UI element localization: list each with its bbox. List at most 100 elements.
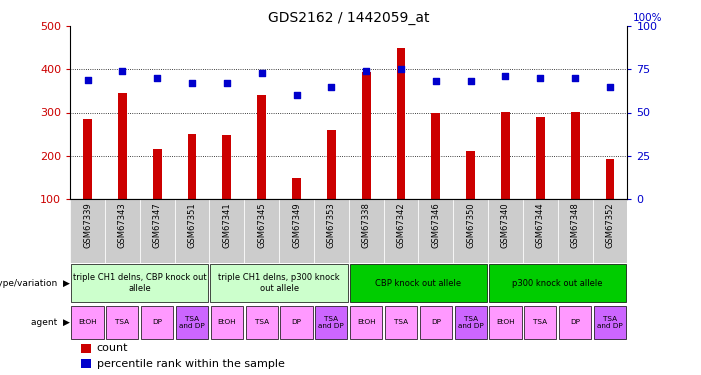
Text: GSM67352: GSM67352 [606, 202, 615, 248]
Bar [523, 199, 558, 262]
Text: DP: DP [570, 320, 580, 326]
Text: GSM67343: GSM67343 [118, 202, 127, 248]
Bar [594, 306, 626, 339]
Bar [349, 199, 383, 262]
Bar [383, 199, 418, 262]
Bar [292, 178, 301, 199]
Point [604, 84, 615, 90]
Bar [536, 117, 545, 199]
Bar [489, 306, 522, 339]
Bar [606, 159, 614, 199]
Text: GSM67342: GSM67342 [397, 202, 405, 248]
Point [82, 77, 93, 83]
Bar [420, 306, 452, 339]
Text: GSM67347: GSM67347 [153, 202, 162, 248]
Text: TSA: TSA [115, 320, 130, 326]
Bar [350, 306, 382, 339]
Bar [188, 134, 196, 199]
Bar [81, 344, 91, 352]
Text: GSM67344: GSM67344 [536, 202, 545, 248]
Bar [455, 306, 486, 339]
Point [465, 78, 476, 84]
Bar [314, 199, 349, 262]
Point [500, 73, 511, 79]
Text: 100%: 100% [633, 13, 662, 24]
Point [535, 75, 546, 81]
Point [360, 68, 372, 74]
Bar [244, 199, 279, 262]
Text: TSA
and DP: TSA and DP [597, 316, 623, 329]
Point [222, 80, 233, 86]
Point [186, 80, 198, 86]
Bar [385, 306, 417, 339]
Text: agent  ▶: agent ▶ [31, 318, 69, 327]
Bar [72, 306, 104, 339]
Bar [71, 264, 208, 302]
Text: count: count [97, 343, 128, 353]
Bar [524, 306, 557, 339]
Bar [418, 199, 454, 262]
Text: TSA
and DP: TSA and DP [318, 316, 344, 329]
Bar [327, 130, 336, 199]
Text: TSA
and DP: TSA and DP [179, 316, 205, 329]
Bar [350, 264, 487, 302]
Bar [315, 306, 348, 339]
Text: p300 knock out allele: p300 knock out allele [512, 279, 603, 288]
Bar [139, 199, 175, 262]
Point [291, 92, 302, 98]
Bar [280, 306, 313, 339]
Point [151, 75, 163, 81]
Text: genotype/variation  ▶: genotype/variation ▶ [0, 279, 69, 288]
Bar [592, 199, 627, 262]
Point [395, 66, 407, 72]
Bar [501, 112, 510, 199]
Text: GSM67349: GSM67349 [292, 202, 301, 248]
Bar [571, 112, 580, 199]
Bar [83, 119, 92, 199]
Bar [558, 199, 592, 262]
Text: GSM67351: GSM67351 [187, 202, 196, 248]
Point [117, 68, 128, 74]
Bar [432, 112, 440, 199]
Text: GSM67348: GSM67348 [571, 202, 580, 248]
Bar [211, 306, 243, 339]
Text: DP: DP [292, 320, 301, 326]
Text: DP: DP [152, 320, 162, 326]
Text: triple CH1 delns, p300 knock
out allele: triple CH1 delns, p300 knock out allele [218, 273, 340, 293]
Bar [397, 48, 405, 199]
Bar [175, 199, 210, 262]
Bar [257, 95, 266, 199]
Text: TSA: TSA [254, 320, 268, 326]
Text: TSA: TSA [533, 320, 547, 326]
Bar [105, 199, 139, 262]
Text: GSM67353: GSM67353 [327, 202, 336, 248]
Bar [153, 149, 161, 199]
Text: GSM67340: GSM67340 [501, 202, 510, 248]
Bar [81, 359, 91, 368]
Bar [245, 306, 278, 339]
Text: CBP knock out allele: CBP knock out allele [375, 279, 461, 288]
Text: EtOH: EtOH [496, 320, 515, 326]
Bar [107, 306, 138, 339]
Bar [70, 199, 105, 262]
Point [569, 75, 580, 81]
Bar [210, 199, 244, 262]
Text: TSA
and DP: TSA and DP [458, 316, 484, 329]
Bar [118, 93, 127, 199]
Text: DP: DP [431, 320, 441, 326]
Text: EtOH: EtOH [357, 320, 376, 326]
Text: GSM67346: GSM67346 [431, 202, 440, 248]
Text: GSM67339: GSM67339 [83, 202, 92, 248]
Point [256, 70, 267, 76]
Bar [141, 306, 173, 339]
Text: GSM67338: GSM67338 [362, 202, 371, 248]
Text: GSM67345: GSM67345 [257, 202, 266, 248]
Text: triple CH1 delns, CBP knock out
allele: triple CH1 delns, CBP knock out allele [73, 273, 207, 293]
Point [326, 84, 337, 90]
Title: GDS2162 / 1442059_at: GDS2162 / 1442059_at [268, 11, 430, 25]
Bar [362, 72, 371, 199]
Point [430, 78, 442, 84]
Bar [222, 135, 231, 199]
Bar [488, 199, 523, 262]
Bar [176, 306, 208, 339]
